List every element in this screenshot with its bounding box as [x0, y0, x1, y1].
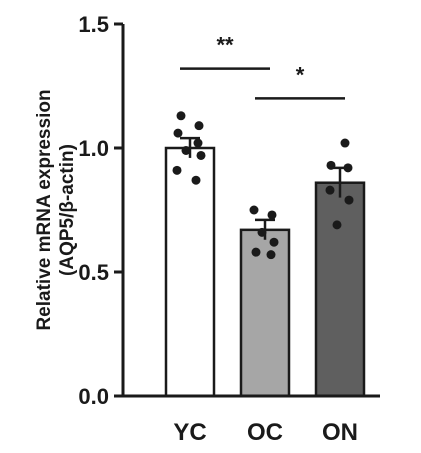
data-point-yc [196, 150, 206, 160]
data-point-oc [267, 210, 277, 220]
x-tick-label-yc: YC [173, 419, 206, 446]
significance-label-2: * [296, 62, 305, 87]
bar-yc [164, 146, 216, 398]
bar-on [314, 181, 366, 398]
data-point-oc [266, 250, 276, 260]
y-axis-title-line-1: Relative mRNA expression [34, 89, 55, 330]
bar-oc [239, 228, 291, 398]
data-point-on [343, 163, 353, 173]
y-tick-label: 0.5 [78, 260, 109, 285]
data-point-yc [181, 145, 191, 155]
data-point-oc [269, 237, 279, 247]
data-point-on [332, 220, 342, 230]
y-axis-title: Relative mRNA expression (AQP5/β-actin) [34, 89, 78, 330]
data-point-yc [173, 128, 183, 138]
significance-label-1: ** [216, 33, 234, 58]
x-tick-label-on: ON [322, 419, 358, 446]
data-point-yc [176, 111, 186, 121]
data-point-on [326, 160, 336, 170]
data-point-on [340, 138, 350, 148]
data-point-on [344, 195, 354, 205]
y-tick-label: 0.0 [78, 384, 109, 409]
data-point-yc [193, 138, 203, 148]
data-point-yc [191, 175, 201, 185]
data-point-oc [257, 227, 267, 237]
y-tick-label: 1.5 [78, 12, 109, 37]
data-point-oc [249, 205, 259, 215]
x-tick-label-oc: OC [247, 419, 283, 446]
y-axis-title-line-2: (AQP5/β-actin) [57, 144, 78, 276]
data-point-yc [172, 165, 182, 175]
y-tick-label: 1.0 [78, 136, 109, 161]
plot-area: 0.00.51.01.5YC OC ON*** [78, 12, 380, 446]
data-point-yc [194, 121, 204, 131]
data-point-oc [251, 247, 261, 257]
data-point-on [325, 185, 335, 195]
